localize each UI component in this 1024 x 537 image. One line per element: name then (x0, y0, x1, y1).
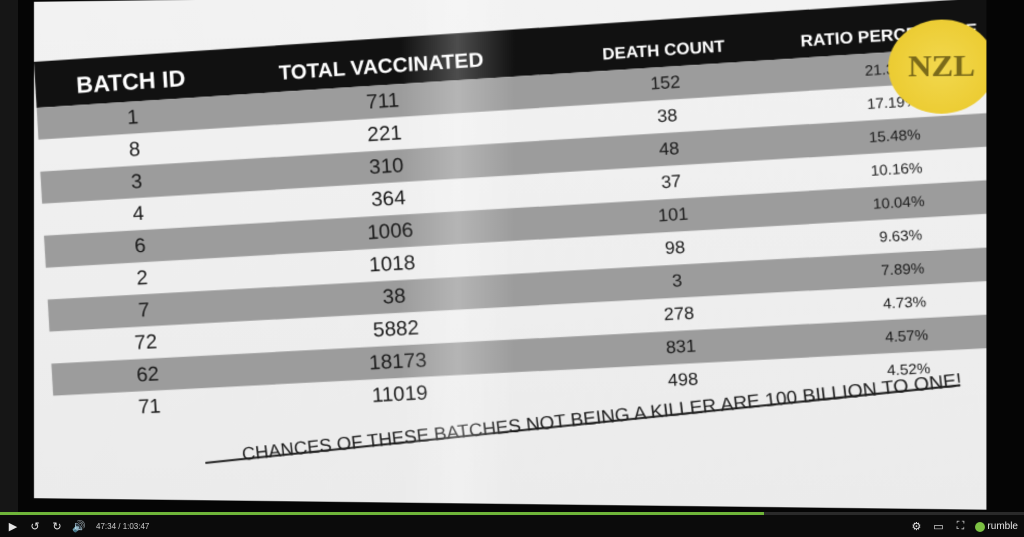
refresh-icon[interactable]: ↻ (52, 521, 62, 533)
cell-ratio: 15.48% (868, 125, 921, 146)
video-frame[interactable]: BATCH ID TOTAL VACCINATED DEATH COUNT RA… (0, 0, 1024, 512)
fullscreen-icon[interactable]: ⛶ (956, 520, 965, 532)
time-readout: 47:34 / 1:03:47 (96, 522, 150, 531)
progress-track[interactable] (0, 512, 1024, 515)
progress-fill (0, 512, 764, 515)
cell-ratio: 4.57% (884, 326, 929, 346)
cell-batch: 71 (137, 394, 162, 419)
brand-label: rumble (987, 521, 1018, 532)
nzl-logo: NZL (888, 18, 987, 115)
theater-icon[interactable]: ▭ (933, 521, 944, 533)
cell-ratio: 4.73% (882, 292, 927, 312)
play-icon[interactable]: ▶ (8, 521, 18, 533)
tv-monitor: BATCH ID TOTAL VACCINATED DEATH COUNT RA… (18, 0, 1024, 512)
replay-icon[interactable]: ↺ (30, 521, 40, 533)
cell-ratio: 9.63% (878, 226, 923, 246)
gear-icon[interactable]: ⚙ (911, 521, 922, 533)
cell-ratio: 10.16% (870, 158, 923, 179)
volume-icon[interactable]: 🔊 (72, 521, 86, 533)
tv-screen: BATCH ID TOTAL VACCINATED DEATH COUNT RA… (33, 0, 987, 510)
cell-batch: 62 (135, 362, 160, 386)
cell-ratio: 7.89% (880, 259, 925, 279)
player-control-bar (0, 512, 1024, 537)
right-controls: ⚙ ▭ ⛶ rumble (903, 518, 1018, 536)
cell-ratio: 10.04% (872, 192, 925, 213)
screen-glare (400, 0, 515, 505)
rumble-mark-icon (975, 521, 986, 532)
player-controls: ▶ ↺ ↻ 🔊 47:34 / 1:03:47 ⚙ ▭ ⛶ rumble (0, 516, 1024, 537)
rumble-logo[interactable]: rumble (975, 521, 1018, 532)
